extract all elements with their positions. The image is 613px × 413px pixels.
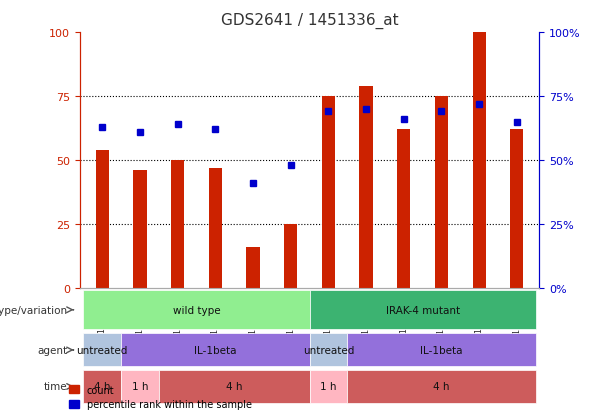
Bar: [96, 150, 109, 288]
FancyBboxPatch shape: [310, 334, 347, 366]
FancyBboxPatch shape: [347, 370, 536, 403]
FancyBboxPatch shape: [347, 334, 536, 366]
Bar: [359, 87, 373, 288]
Legend: count, percentile rank within the sample: count, percentile rank within the sample: [66, 382, 254, 412]
Text: 4 h: 4 h: [433, 382, 450, 392]
FancyBboxPatch shape: [83, 370, 121, 403]
Bar: [435, 97, 448, 288]
FancyBboxPatch shape: [121, 334, 310, 366]
Bar: [171, 161, 185, 288]
Bar: [284, 224, 297, 288]
Text: 1 h: 1 h: [320, 382, 337, 392]
Text: agent: agent: [37, 345, 67, 355]
Bar: [510, 130, 524, 288]
FancyBboxPatch shape: [310, 290, 536, 330]
Text: IL-1beta: IL-1beta: [194, 345, 237, 355]
Text: 4 h: 4 h: [94, 382, 110, 392]
FancyBboxPatch shape: [83, 290, 310, 330]
Text: untreated: untreated: [303, 345, 354, 355]
Text: 1 h: 1 h: [132, 382, 148, 392]
Bar: [397, 130, 410, 288]
Text: IRAK-4 mutant: IRAK-4 mutant: [386, 305, 460, 315]
Bar: [473, 33, 485, 288]
Text: time: time: [44, 382, 67, 392]
Bar: [246, 247, 260, 288]
Title: GDS2641 / 1451336_at: GDS2641 / 1451336_at: [221, 13, 398, 29]
Bar: [209, 168, 222, 288]
FancyBboxPatch shape: [310, 370, 347, 403]
Bar: [322, 97, 335, 288]
Text: untreated: untreated: [77, 345, 128, 355]
Bar: [134, 171, 147, 288]
Text: IL-1beta: IL-1beta: [420, 345, 463, 355]
FancyBboxPatch shape: [159, 370, 310, 403]
Text: genotype/variation: genotype/variation: [0, 305, 67, 315]
FancyBboxPatch shape: [121, 370, 159, 403]
Text: wild type: wild type: [173, 305, 220, 315]
FancyBboxPatch shape: [83, 334, 121, 366]
Text: 4 h: 4 h: [226, 382, 243, 392]
